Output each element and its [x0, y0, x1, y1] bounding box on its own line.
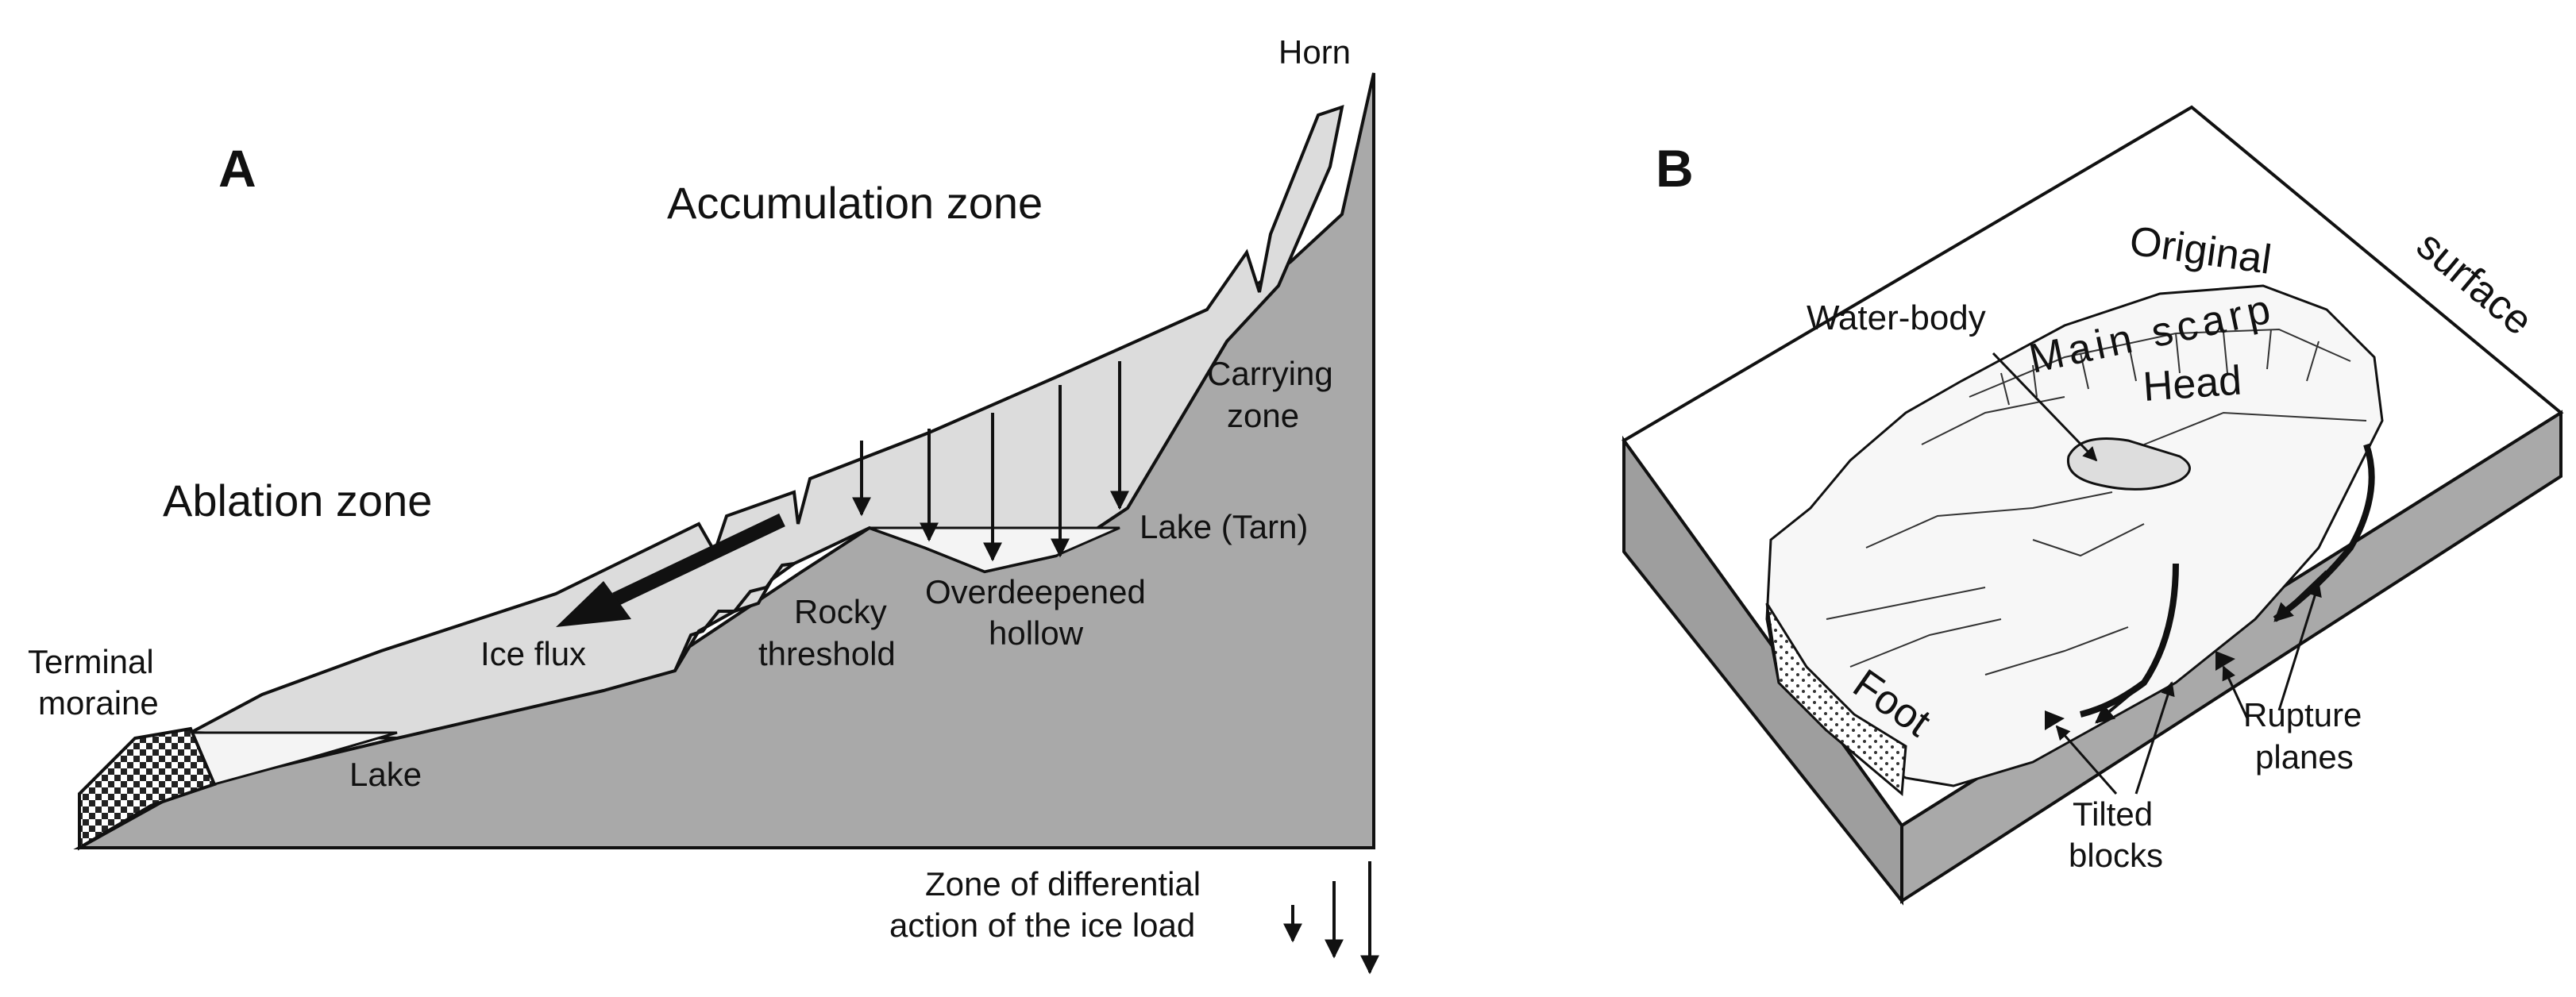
panel-b: B: [1622, 105, 2564, 906]
lake-label: Lake: [349, 756, 422, 793]
water-body: [2066, 437, 2191, 491]
horn-label: Horn: [1278, 33, 1351, 71]
terminal-moraine: [78, 726, 217, 851]
accumulation-zone-label: Accumulation zone: [667, 178, 1043, 228]
ablation-zone-label: Ablation zone: [163, 475, 432, 525]
ice-flux-label: Ice flux: [480, 635, 586, 672]
carrying-zone-label-line1: Carrying: [1207, 355, 1333, 392]
panel-b-letter: B: [1656, 139, 1694, 198]
rupture-planes: [2080, 443, 2375, 724]
block-right-side: [1900, 410, 2563, 904]
ice-flux-arrow: [556, 513, 785, 627]
overdeepened-hollow-label-line1: Overdeepened: [925, 573, 1146, 610]
rocky-threshold-label-line1: Rocky: [794, 593, 887, 630]
foot-deposit: [1765, 602, 1907, 797]
terminal-moraine-label-line1: Terminal: [28, 643, 154, 680]
terminal-moraine-label-line2: moraine: [38, 684, 159, 722]
rocky-threshold-label-line2: threshold: [758, 635, 896, 672]
tilted-blocks-label-line2: blocks: [2069, 837, 2163, 874]
legend-label-line1: Zone of differential: [925, 865, 1201, 903]
tilted-blocks-label-line1: Tilted: [2073, 795, 2153, 833]
lake-tarn-label: Lake (Tarn): [1140, 508, 1308, 545]
rocky-threshold-edge: [673, 562, 795, 672]
scarp-lines: [1826, 328, 2367, 676]
leader-lines: [1992, 352, 2322, 795]
rupture-planes-label-line2: planes: [2255, 738, 2354, 776]
water-body-label: Water-body: [1807, 298, 1986, 337]
tilted-block-marker-1: [2045, 710, 2065, 730]
head-label: Head: [2142, 357, 2243, 410]
carrying-zone-label-line2: zone: [1227, 397, 1299, 434]
tilted-block-marker-2: [2215, 651, 2235, 671]
overdeepened-hollow-label-line2: hollow: [989, 614, 1084, 652]
legend-arrows: [1283, 861, 1379, 975]
legend-label-line2: action of the ice load: [889, 907, 1195, 944]
panel-a: A Horn Accumulation zone Carrying: [28, 33, 1379, 975]
panel-a-letter: A: [218, 139, 256, 198]
ice-load-arrows: [852, 361, 1129, 562]
glacier-ice: [184, 105, 1344, 741]
rupture-planes-label-line1: Rupture: [2243, 696, 2362, 733]
